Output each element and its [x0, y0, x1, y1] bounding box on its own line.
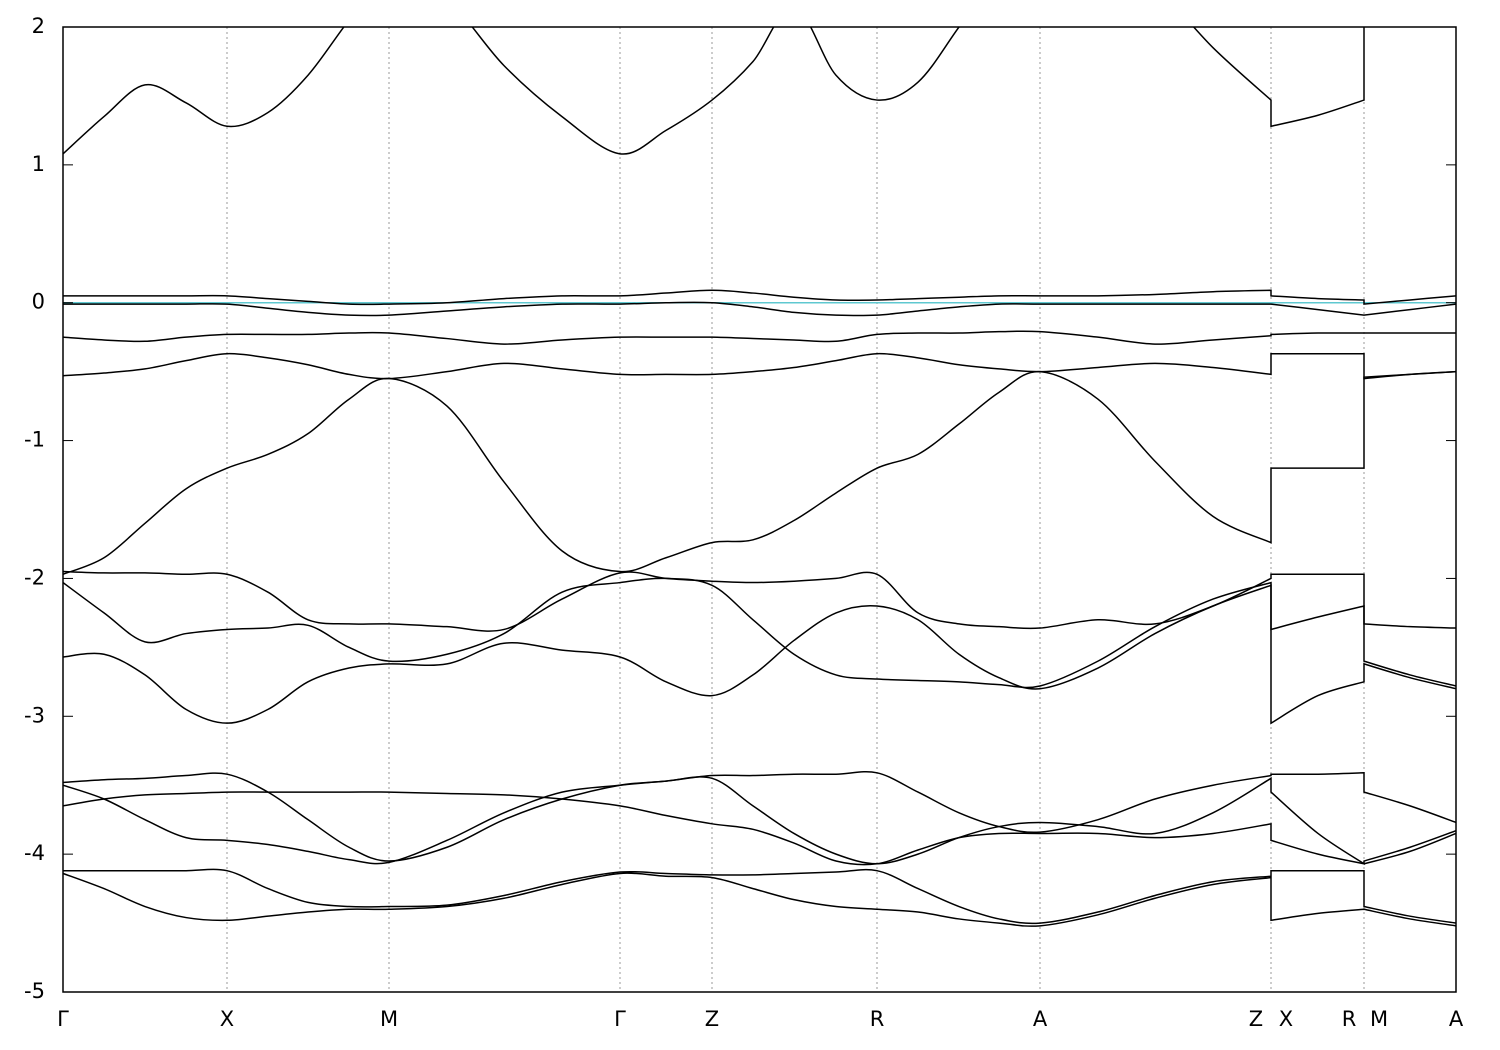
x-tick-label: Z: [1249, 1007, 1263, 1031]
band-line: [63, 370, 1456, 575]
y-tick-label: 0: [32, 290, 45, 314]
y-tick-label: 1: [32, 152, 45, 176]
band-line: [63, 301, 1456, 317]
band-line: [63, 570, 1456, 632]
x-tick-label: X: [1279, 1007, 1293, 1031]
band-line: [63, 352, 1456, 380]
band-line: [63, 872, 1456, 927]
band-line: [63, 584, 1456, 725]
x-tick-label: Z: [705, 1007, 719, 1031]
band-line: [63, 289, 1456, 306]
y-tick-label: -5: [24, 979, 45, 1003]
band-line: [63, 770, 1456, 862]
x-tick-label: X: [220, 1007, 234, 1031]
y-tick-label: 2: [32, 14, 45, 38]
x-tick-label: M: [1370, 1007, 1388, 1031]
band-line: [63, 330, 1456, 345]
y-tick-label: -4: [24, 841, 45, 865]
grid: [226, 27, 1365, 992]
x-tick-label: Γ: [57, 1007, 69, 1031]
band-line: [63, 776, 1456, 866]
x-tick-label: Γ: [614, 1007, 626, 1031]
x-tick-label: A: [1033, 1007, 1048, 1031]
x-tick-label: M: [380, 1007, 398, 1031]
bands: [63, 27, 1456, 927]
y-tick-label: -3: [24, 703, 45, 727]
x-tick-label: R: [870, 1007, 885, 1031]
band-line: [63, 791, 1456, 866]
band-line: [63, 868, 1456, 925]
x-tick-label: A: [1449, 1007, 1464, 1031]
y-tick-label: -1: [24, 428, 45, 452]
x-tick-label: R: [1342, 1007, 1357, 1031]
plot-frame: [62, 26, 1457, 993]
y-tick-label: -2: [24, 565, 45, 589]
band-line: [63, 27, 1365, 155]
band-line: [63, 577, 1456, 689]
